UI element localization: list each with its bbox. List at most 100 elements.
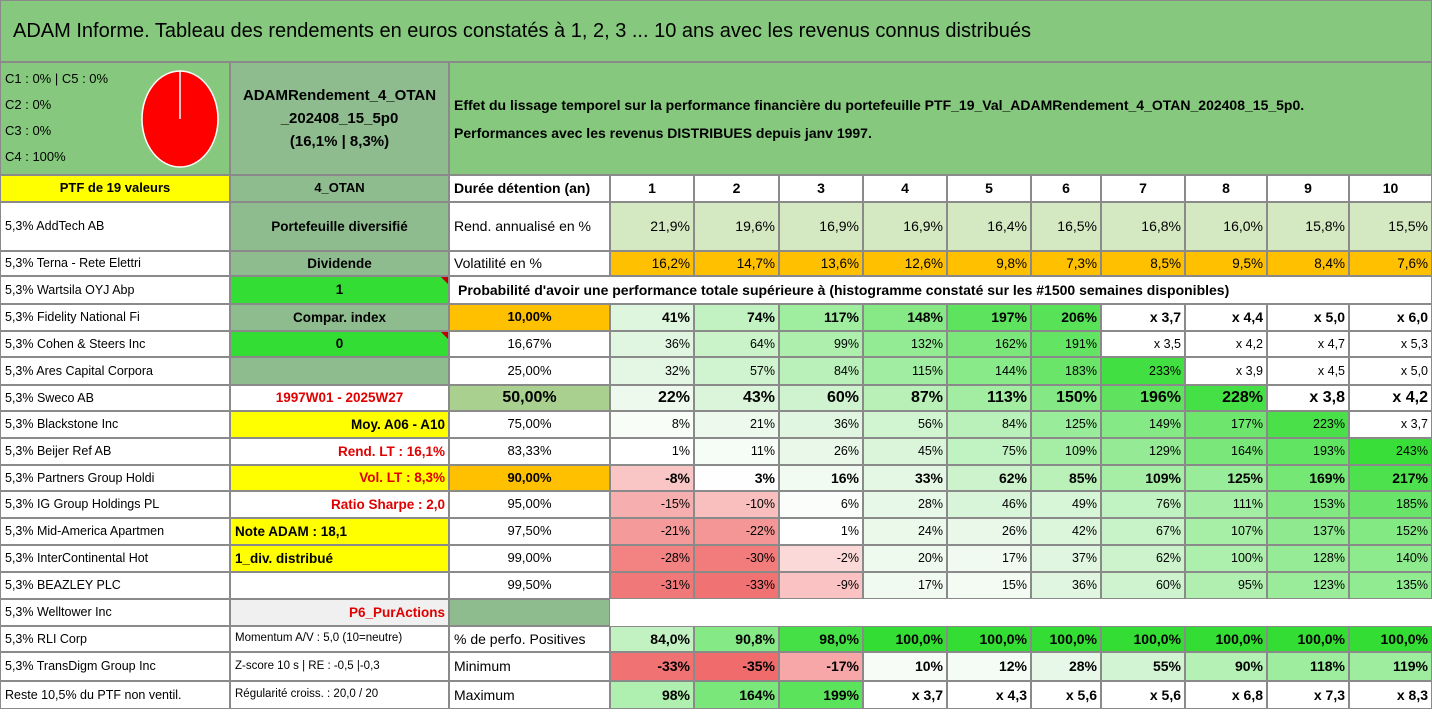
probability-value: 21% [694,411,779,438]
holding-row: 5,3% TransDigm Group Inc [0,652,230,681]
probability-value: 144% [947,357,1031,385]
allocation-line: C2 : 0% [5,97,52,113]
probability-value: x 4,2 [1349,385,1432,411]
probability-value: 36% [610,331,694,357]
probability-value: -8% [610,465,694,491]
probability-value: 16% [779,465,863,491]
probability-value: 74% [694,304,779,331]
volatility-value: 8,4% [1267,251,1349,276]
probability-value: 185% [1349,491,1432,518]
probability-value: -2% [779,545,863,572]
probability-value: x 5,0 [1267,304,1349,331]
probability-value: 15% [947,572,1031,599]
probability-value: 60% [779,385,863,411]
summary-label: Maximum [449,681,610,709]
volatility-value: 16,2% [610,251,694,276]
return-value: 15,8% [1267,202,1349,251]
probability-value: 197% [947,304,1031,331]
probability-value: 3% [694,465,779,491]
probability-value: 22% [610,385,694,411]
probability-value: 217% [1349,465,1432,491]
volatility-label: Volatilité en % [449,251,610,276]
info-cell: Momentum A/V : 5,0 (10=neutre) [230,626,449,652]
return-value: 16,9% [779,202,863,251]
summary-value: 90% [1185,652,1267,681]
allocation-pie [141,70,219,168]
probability-value: 49% [1031,491,1101,518]
probability-value: 56% [863,411,947,438]
probability-value: 228% [1185,385,1267,411]
summary-value: 98% [610,681,694,709]
probability-value: -21% [610,518,694,545]
info-cell: Portefeuille diversifié [230,202,449,251]
probability-value: 162% [947,331,1031,357]
year-header: 10 [1349,175,1432,202]
probability-value: 196% [1101,385,1185,411]
info-cell: 1_div. distribué [230,545,449,572]
year-header: 3 [779,175,863,202]
probability-value: 64% [694,331,779,357]
probability-value: 128% [1267,545,1349,572]
probability-note: Probabilité d'avoir une performance tota… [449,276,1432,304]
probability-value: 183% [1031,357,1101,385]
probability-value: 177% [1185,411,1267,438]
portfolio-name-line: _202408_15_5p0 [280,109,399,127]
probability-value: 149% [1101,411,1185,438]
probability-value: 95% [1185,572,1267,599]
info-cell: Note ADAM : 18,1 [230,518,449,545]
holding-row: 5,3% IG Group Holdings PL [0,491,230,518]
probability-value: 117% [779,304,863,331]
return-value: 16,5% [1031,202,1101,251]
probability-value: 107% [1185,518,1267,545]
holding-row: 5,3% Sweco AB [0,385,230,411]
summary-value: 118% [1267,652,1349,681]
probability-value: 24% [863,518,947,545]
probability-value: 17% [863,572,947,599]
summary-value: 98,0% [779,626,863,652]
probability-value: 109% [1031,438,1101,465]
probability-value: 243% [1349,438,1432,465]
info-cell: Ratio Sharpe : 2,0 [230,491,449,518]
probability-value: 85% [1031,465,1101,491]
holding-row: 5,3% Fidelity National Fi [0,304,230,331]
probability-value: 123% [1267,572,1349,599]
probability-value: 36% [1031,572,1101,599]
probability-level: 75,00% [449,411,610,438]
summary-label: % de perfo. Positives [449,626,610,652]
return-value: 16,8% [1101,202,1185,251]
volatility-value: 8,5% [1101,251,1185,276]
probability-value: 43% [694,385,779,411]
probability-value: 140% [1349,545,1432,572]
summary-value: 10% [863,652,947,681]
probability-value: 67% [1101,518,1185,545]
holding-row: Reste 10,5% du PTF non ventil. [0,681,230,709]
summary-value: x 3,7 [863,681,947,709]
summary-label: Minimum [449,652,610,681]
summary-value: 100,0% [947,626,1031,652]
volatility-value: 9,5% [1185,251,1267,276]
info-cell: 1 [230,276,449,304]
allocation-line: C1 : 0% | C5 : 0% [5,71,109,87]
holding-row: 5,3% AddTech AB [0,202,230,251]
probability-value: 111% [1185,491,1267,518]
holding-row: 5,3% Terna - Rete Elettri [0,251,230,276]
summary-value: 84,0% [610,626,694,652]
year-header: 9 [1267,175,1349,202]
probability-value: 84% [779,357,863,385]
info-cell: Moy. A06 - A10 [230,411,449,438]
probability-value: 135% [1349,572,1432,599]
return-value: 15,5% [1349,202,1432,251]
year-header: 8 [1185,175,1267,202]
summary-value: 28% [1031,652,1101,681]
probability-value: x 4,7 [1267,331,1349,357]
holding-row: 5,3% Beijer Ref AB [0,438,230,465]
probability-value: x 3,8 [1267,385,1349,411]
summary-value: x 5,6 [1031,681,1101,709]
probability-level: 10,00% [449,304,610,331]
probability-value: 37% [1031,545,1101,572]
probability-level: 95,00% [449,491,610,518]
probability-value: 1% [610,438,694,465]
summary-value: 12% [947,652,1031,681]
volatility-value: 7,3% [1031,251,1101,276]
